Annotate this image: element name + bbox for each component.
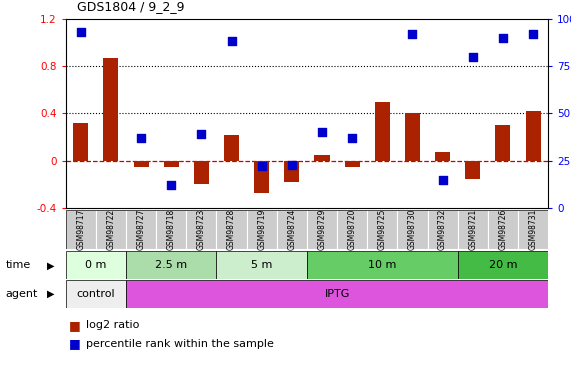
Text: GSM98720: GSM98720	[348, 209, 357, 251]
Bar	[428, 210, 458, 249]
Text: GSM98732: GSM98732	[438, 209, 447, 251]
Bar	[96, 210, 126, 249]
Text: GSM98725: GSM98725	[378, 209, 387, 251]
Text: percentile rank within the sample: percentile rank within the sample	[86, 339, 274, 349]
Bar	[216, 210, 247, 249]
Point	[287, 162, 296, 168]
Bar	[307, 210, 337, 249]
Text: GSM98729: GSM98729	[317, 209, 327, 251]
Text: ▶: ▶	[47, 260, 54, 270]
Bar	[254, 161, 269, 193]
Bar	[518, 210, 548, 249]
Text: 2.5 m: 2.5 m	[155, 260, 187, 270]
Point	[76, 29, 85, 35]
Bar	[337, 210, 367, 249]
Text: ■: ■	[69, 338, 81, 350]
Point	[438, 177, 447, 183]
Bar	[367, 210, 397, 249]
Bar	[126, 280, 548, 308]
Text: GSM98731: GSM98731	[529, 209, 537, 251]
Bar	[194, 161, 209, 184]
Bar	[126, 210, 156, 249]
Bar	[103, 58, 118, 161]
Bar	[307, 251, 458, 279]
Bar	[525, 111, 541, 161]
Text: GDS1804 / 9_2_9: GDS1804 / 9_2_9	[77, 0, 184, 13]
Bar	[435, 153, 450, 161]
Text: ▶: ▶	[47, 289, 54, 299]
Bar	[66, 251, 126, 279]
Text: GSM98727: GSM98727	[136, 209, 146, 251]
Point	[197, 131, 206, 137]
Point	[468, 54, 477, 60]
Bar	[66, 210, 96, 249]
Bar	[73, 123, 89, 161]
Text: GSM98723: GSM98723	[197, 209, 206, 251]
Point	[136, 135, 146, 141]
Bar	[458, 210, 488, 249]
Bar	[375, 102, 390, 161]
Bar	[247, 210, 277, 249]
Text: agent: agent	[6, 289, 38, 299]
Bar	[405, 113, 420, 161]
Point	[348, 135, 357, 141]
Bar	[224, 135, 239, 161]
Text: IPTG: IPTG	[324, 289, 350, 299]
Point	[257, 164, 266, 170]
Text: GSM98730: GSM98730	[408, 209, 417, 251]
Point	[227, 39, 236, 45]
Bar	[284, 161, 299, 182]
Bar	[126, 251, 216, 279]
Text: 0 m: 0 m	[85, 260, 107, 270]
Bar	[186, 210, 216, 249]
Point	[408, 31, 417, 37]
Bar	[315, 155, 329, 161]
Text: GSM98726: GSM98726	[498, 209, 508, 251]
Bar	[216, 251, 307, 279]
Text: log2 ratio: log2 ratio	[86, 320, 139, 330]
Text: GSM98728: GSM98728	[227, 209, 236, 251]
Text: GSM98721: GSM98721	[468, 209, 477, 251]
Bar	[496, 125, 510, 161]
Point	[529, 31, 538, 37]
Text: 20 m: 20 m	[489, 260, 517, 270]
Text: GSM98719: GSM98719	[257, 209, 266, 251]
Text: ■: ■	[69, 319, 81, 332]
Text: GSM98722: GSM98722	[106, 209, 115, 251]
Text: GSM98717: GSM98717	[77, 209, 85, 251]
Bar	[397, 210, 428, 249]
Bar	[156, 210, 186, 249]
Bar	[66, 280, 126, 308]
Bar	[164, 161, 179, 167]
Text: GSM98718: GSM98718	[167, 209, 176, 251]
Bar	[465, 161, 480, 178]
Text: time: time	[6, 260, 31, 270]
Point	[378, 0, 387, 3]
Bar	[134, 161, 148, 167]
Text: 10 m: 10 m	[368, 260, 396, 270]
Bar	[277, 210, 307, 249]
Point	[167, 182, 176, 188]
Bar	[488, 210, 518, 249]
Text: control: control	[77, 289, 115, 299]
Text: 5 m: 5 m	[251, 260, 272, 270]
Bar	[345, 161, 360, 167]
Bar	[458, 251, 548, 279]
Point	[498, 35, 508, 41]
Point	[317, 129, 327, 135]
Text: GSM98724: GSM98724	[287, 209, 296, 251]
